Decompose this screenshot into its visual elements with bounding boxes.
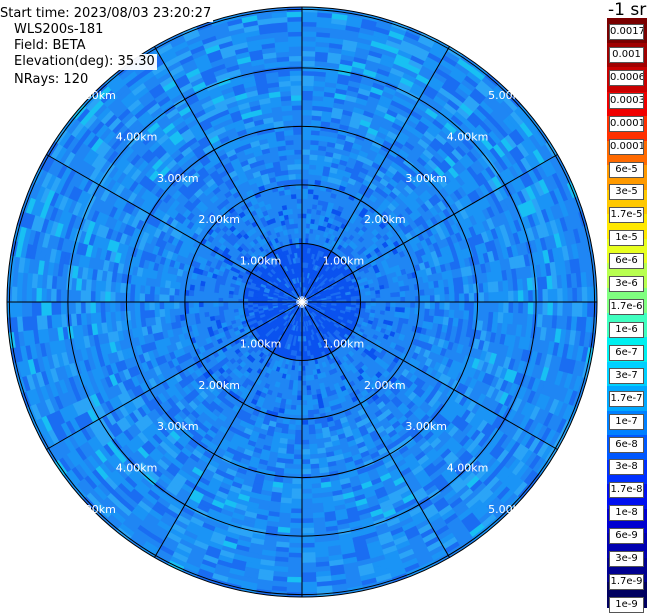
range-ring-label: 1.00km xyxy=(240,337,282,350)
colorbar-tick-label: 3e-5 xyxy=(609,184,644,201)
range-ring-label: 4.00km xyxy=(447,131,489,144)
range-ring-label: 2.00km xyxy=(198,213,240,226)
azimuth-spoke xyxy=(301,301,450,558)
colorbar-tick-label: 6e-6 xyxy=(609,253,644,270)
colorbar-tick-label: 0.0006 xyxy=(609,69,644,86)
colorbar-unit-title: -1 sr xyxy=(608,0,647,20)
colorbar-tick-label: 1.7e-5 xyxy=(609,207,644,224)
azimuth-spoke xyxy=(154,46,303,303)
range-ring-label: 4.00km xyxy=(116,131,158,144)
azimuth-spoke xyxy=(301,46,450,303)
colorbar-tick-label: 1e-7 xyxy=(609,413,644,430)
colorbar-tick-label: 0.0001 xyxy=(609,138,644,155)
colorbar: 0.0017 0.001 0.0006 0.0003 0.00017 0.0001 6e-5… xyxy=(607,18,647,613)
gate-layer xyxy=(8,11,594,583)
start-time-label: Start time: 2023/08/03 23:20:27 xyxy=(0,6,214,22)
range-ring-label: 5.00km xyxy=(488,503,530,516)
azimuth-spoke xyxy=(46,301,303,450)
colorbar-tick-label: 6e-5 xyxy=(609,161,644,178)
colorbar-tick-label: 6e-9 xyxy=(609,528,644,545)
colorbar-tick-label: 1e-8 xyxy=(609,505,644,522)
azimuth-spoke xyxy=(301,154,558,303)
colorbar-tick-label: 6e-8 xyxy=(609,436,644,453)
range-ring-label: 3.00km xyxy=(405,420,447,433)
colorbar-tick-label: 3e-7 xyxy=(609,367,644,384)
range-ring-labels: 1.00km 1.00km 1.00km 1.00km 2.00km 2.00km 2.00… xyxy=(74,89,529,516)
azimuth-spoke xyxy=(301,301,558,450)
center-marker xyxy=(299,296,303,303)
range-ring-label: 4.00km xyxy=(447,462,489,475)
range-ring-label: 3.00km xyxy=(405,172,447,185)
range-ring-label: 5.00km xyxy=(488,89,530,102)
range-ring-label: 2.00km xyxy=(364,213,406,226)
colorbar-tick-label: 3e-6 xyxy=(609,276,644,293)
azimuth-spoke xyxy=(46,154,303,303)
field-label: Field: BETA xyxy=(12,38,88,54)
colorbar-tick-label: 6e-7 xyxy=(609,344,644,361)
colorbar-tick-label: 0.0003 xyxy=(609,92,644,109)
colorbar-tick-label: 1.7e-7 xyxy=(609,390,644,407)
colorbar-tick-label: 1e-9 xyxy=(609,597,644,613)
colorbar-tick-label: 3e-9 xyxy=(609,551,644,568)
colorbar-tick-label: 0.00017 xyxy=(609,115,644,132)
range-ring-label: 2.00km xyxy=(198,379,240,392)
range-ring-label: 3.00km xyxy=(157,172,199,185)
azimuth-spokes xyxy=(7,7,597,597)
colorbar-tick-label: 1.7e-8 xyxy=(609,482,644,499)
nrays-label: NRays: 120 xyxy=(12,72,91,88)
colorbar-tick-label: 0.001 xyxy=(609,46,644,63)
range-ring-label: 2.00km xyxy=(364,379,406,392)
azimuth-spoke xyxy=(154,301,303,558)
colorbar-tick-label: 1e-5 xyxy=(609,230,644,247)
range-ring-label: 1.00km xyxy=(323,337,365,350)
range-ring-label: 1.00km xyxy=(240,255,282,268)
colorbar-tick-label: 1.7e-6 xyxy=(609,299,644,316)
colorbar-tick-label: 1e-6 xyxy=(609,321,644,338)
range-ring-label: 1.00km xyxy=(323,255,365,268)
instrument-label: WLS200s-181 xyxy=(12,22,106,38)
colorbar-tick-label: 1.7e-9 xyxy=(609,574,644,591)
colorbar-tick-label: 0.0017 xyxy=(609,24,644,40)
elevation-label: Elevation(deg): 35.30 xyxy=(12,54,157,70)
range-ring-label: 3.00km xyxy=(157,420,199,433)
range-ring-label: 4.00km xyxy=(116,462,158,475)
colorbar-tick-label: 3e-8 xyxy=(609,459,644,476)
range-ring-label: 5.00km xyxy=(74,89,116,102)
range-ring-label: 5.00km xyxy=(74,503,116,516)
